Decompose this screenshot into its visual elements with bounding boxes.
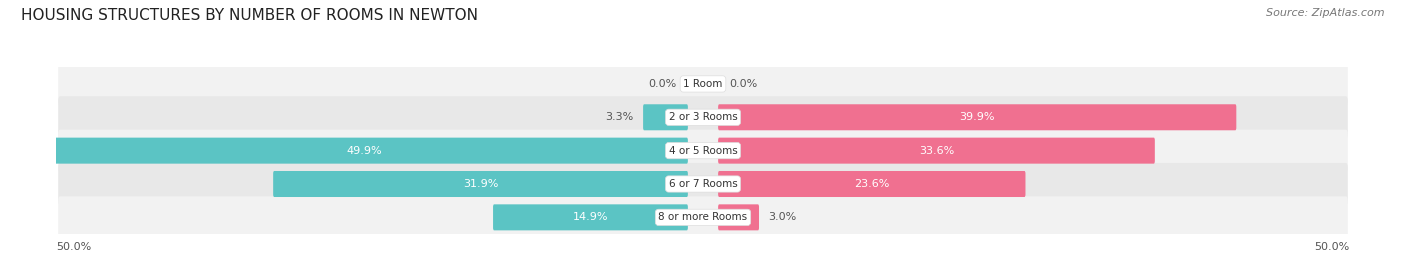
Text: 49.9%: 49.9% bbox=[346, 146, 382, 156]
FancyBboxPatch shape bbox=[58, 96, 1348, 138]
Text: 31.9%: 31.9% bbox=[463, 179, 498, 189]
Text: 8 or more Rooms: 8 or more Rooms bbox=[658, 212, 748, 222]
FancyBboxPatch shape bbox=[494, 204, 688, 230]
FancyBboxPatch shape bbox=[718, 138, 1154, 164]
FancyBboxPatch shape bbox=[58, 63, 1348, 105]
FancyBboxPatch shape bbox=[273, 171, 688, 197]
FancyBboxPatch shape bbox=[718, 104, 1236, 130]
FancyBboxPatch shape bbox=[718, 171, 1025, 197]
Text: 2 or 3 Rooms: 2 or 3 Rooms bbox=[669, 112, 737, 122]
Text: 50.0%: 50.0% bbox=[1315, 242, 1350, 252]
FancyBboxPatch shape bbox=[41, 138, 688, 164]
Text: 14.9%: 14.9% bbox=[572, 212, 609, 222]
Text: 1 Room: 1 Room bbox=[683, 79, 723, 89]
Text: HOUSING STRUCTURES BY NUMBER OF ROOMS IN NEWTON: HOUSING STRUCTURES BY NUMBER OF ROOMS IN… bbox=[21, 8, 478, 23]
Text: 3.0%: 3.0% bbox=[768, 212, 797, 222]
Text: 6 or 7 Rooms: 6 or 7 Rooms bbox=[669, 179, 737, 189]
FancyBboxPatch shape bbox=[58, 163, 1348, 205]
Text: 23.6%: 23.6% bbox=[853, 179, 890, 189]
FancyBboxPatch shape bbox=[718, 204, 759, 230]
Text: Source: ZipAtlas.com: Source: ZipAtlas.com bbox=[1267, 8, 1385, 18]
Text: 33.6%: 33.6% bbox=[920, 146, 955, 156]
Text: 4 or 5 Rooms: 4 or 5 Rooms bbox=[669, 146, 737, 156]
Text: 50.0%: 50.0% bbox=[56, 242, 91, 252]
Text: 0.0%: 0.0% bbox=[730, 79, 758, 89]
Text: 3.3%: 3.3% bbox=[606, 112, 634, 122]
FancyBboxPatch shape bbox=[58, 130, 1348, 172]
FancyBboxPatch shape bbox=[643, 104, 688, 130]
FancyBboxPatch shape bbox=[58, 196, 1348, 238]
Text: 39.9%: 39.9% bbox=[959, 112, 995, 122]
Text: 0.0%: 0.0% bbox=[648, 79, 676, 89]
